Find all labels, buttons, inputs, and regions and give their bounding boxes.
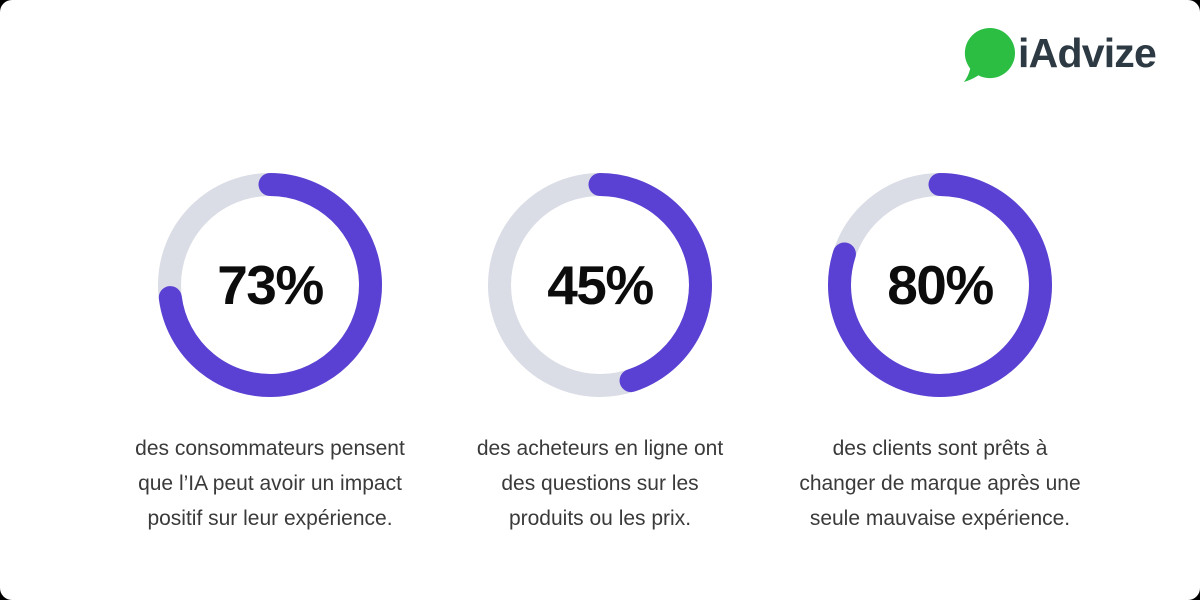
stat-caption: des consommateurs pensent que l’IA peut … — [135, 437, 405, 530]
stat-column-acheteurs: 45% des acheteurs en ligne ont des quest… — [440, 167, 760, 536]
donut-percent-label: 45% — [547, 254, 654, 316]
donut-ring — [828, 173, 1052, 397]
stat-caption: des clients sont prêts à changer de marq… — [799, 437, 1081, 530]
donut-ring — [158, 173, 382, 397]
chat-bubble-icon — [963, 28, 1016, 82]
stat-column-consommateurs: 73% des consommateurs pensent que l’IA p… — [110, 167, 430, 536]
donut-chart-73: 73% — [152, 167, 388, 403]
brand-logo: iAdvize — [961, 26, 1157, 84]
stat-caption: des acheteurs en ligne ont des questions… — [476, 437, 724, 530]
donut-ring — [488, 173, 712, 397]
donut-chart-80: 80% — [822, 167, 1058, 403]
brand-name: iAdvize — [1018, 29, 1157, 76]
donut-chart-45: 45% — [482, 167, 718, 403]
donut-percent-label: 80% — [887, 254, 994, 316]
donut-percent-label: 73% — [217, 254, 324, 316]
stat-column-clients: 80% des clients sont prêts à changer de … — [780, 167, 1100, 536]
